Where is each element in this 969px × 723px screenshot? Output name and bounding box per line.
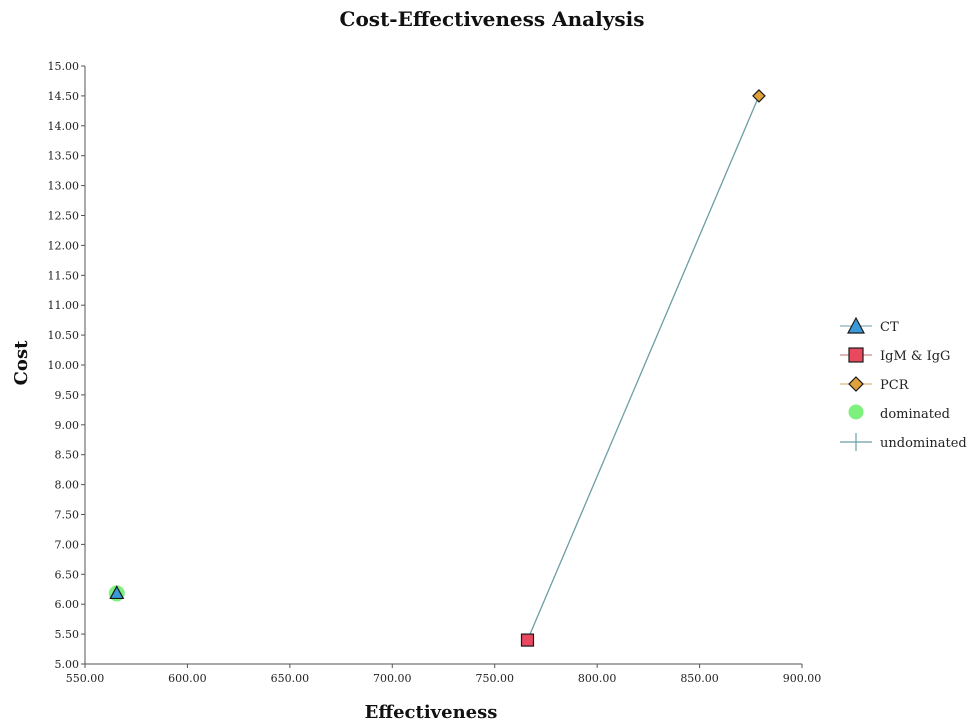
chart-title: Cost-Effectiveness Analysis — [340, 7, 645, 31]
y-tick-label: 12.00 — [48, 239, 80, 252]
y-tick-label: 13.50 — [48, 150, 80, 163]
x-axis-ticks: 550.00 600.00 650.00 700.00 750.00 800.00 850.… — [66, 664, 822, 685]
legend-label-igm-igg: IgM & IgG — [880, 349, 950, 364]
y-tick-label: 5.50 — [55, 628, 80, 641]
legend-item-igm-igg: IgM & IgG — [840, 347, 950, 364]
y-axis-ticks: 5.00 5.50 6.00 6.50 7.00 7.50 8.00 8.50 9.00 9.50… — [48, 60, 85, 671]
y-tick-label: 6.50 — [55, 568, 80, 581]
y-tick-label: 10.00 — [48, 359, 80, 372]
pcr-point — [752, 89, 766, 103]
x-tick-label: 550.00 — [66, 672, 105, 685]
y-tick-label: 9.00 — [55, 419, 80, 432]
y-tick-label: 13.00 — [48, 180, 80, 193]
y-tick-label: 12.50 — [48, 210, 80, 223]
y-tick-label: 8.00 — [55, 479, 80, 492]
triangle-icon — [847, 316, 865, 334]
y-tick-label: 15.00 — [48, 60, 80, 73]
y-tick-label: 6.00 — [55, 598, 80, 611]
undominated-frontier-line — [526, 95, 760, 641]
x-tick-label: 900.00 — [783, 672, 822, 685]
legend-label-undominated: undominated — [880, 436, 967, 451]
legend: CT IgM & IgG PCR dominated undominated — [840, 316, 967, 451]
ct-point — [109, 585, 125, 600]
y-tick-label: 9.50 — [55, 389, 80, 402]
x-tick-label: 700.00 — [373, 672, 412, 685]
x-tick-label: 800.00 — [578, 672, 617, 685]
legend-item-dominated: dominated — [848, 404, 950, 422]
x-tick-label: 850.00 — [680, 672, 719, 685]
y-tick-label: 10.50 — [48, 329, 80, 342]
x-tick-label: 600.00 — [168, 672, 207, 685]
y-tick-label: 14.50 — [48, 90, 80, 103]
y-tick-label: 11.50 — [48, 269, 80, 282]
y-tick-label: 8.50 — [55, 449, 80, 462]
square-icon — [848, 347, 864, 363]
diamond-icon — [848, 376, 864, 392]
legend-label-pcr: PCR — [880, 378, 910, 393]
legend-label-dominated: dominated — [880, 407, 950, 422]
x-tick-label: 750.00 — [475, 672, 514, 685]
circle-icon — [848, 404, 864, 420]
x-tick-label: 650.00 — [271, 672, 310, 685]
igm-igg-point — [520, 633, 535, 647]
legend-item-undominated: undominated — [840, 433, 967, 451]
y-tick-label: 5.00 — [55, 658, 80, 671]
y-tick-label: 14.00 — [48, 120, 80, 133]
y-tick-label: 7.00 — [55, 538, 80, 551]
y-tick-label: 11.00 — [48, 299, 80, 312]
legend-item-ct: CT — [840, 316, 899, 335]
x-axis-title: Effectiveness — [365, 702, 498, 723]
y-tick-label: 7.50 — [55, 509, 80, 522]
legend-item-pcr: PCR — [840, 376, 910, 393]
legend-label-ct: CT — [880, 320, 899, 335]
plot-area — [108, 89, 766, 647]
y-axis-title: Cost — [11, 340, 32, 385]
